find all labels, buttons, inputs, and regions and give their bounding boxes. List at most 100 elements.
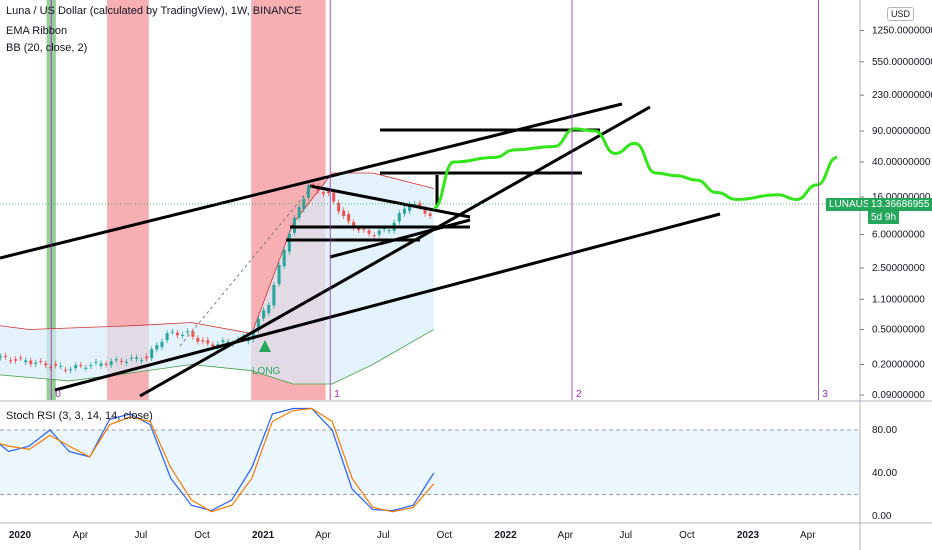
trendline-8	[329, 218, 471, 259]
countdown-tag: 5d 9h	[868, 211, 900, 224]
candle-body	[267, 304, 271, 314]
currency-button[interactable]: USD	[886, 7, 914, 21]
ema-ribbon-label[interactable]: EMA Ribbon	[6, 25, 68, 37]
candle-body	[89, 365, 93, 367]
candle-body	[29, 360, 33, 365]
candle-body	[201, 340, 205, 342]
candle-body	[413, 203, 417, 205]
candle-body	[155, 345, 159, 350]
time-tick-label: Jul	[377, 530, 390, 541]
candle-body	[124, 361, 128, 363]
candle-body	[226, 341, 230, 343]
rsi-tick-label: 40.00	[872, 468, 897, 479]
candle-body	[397, 213, 401, 222]
price-tick-label: 90.00000000	[872, 126, 931, 137]
candle-body	[211, 344, 215, 347]
rsi-series-K	[0, 407, 435, 512]
candle-body	[145, 356, 149, 359]
candle-body	[3, 355, 7, 357]
trendline-1	[54, 212, 721, 392]
candle-body	[428, 213, 432, 217]
time-tick-label: Oct	[194, 530, 210, 541]
candle-body	[408, 204, 412, 212]
rsi-tick-label: 80.00	[872, 425, 897, 436]
cycle-label-3: 3	[822, 389, 828, 400]
candle-body	[367, 230, 371, 234]
bb-label[interactable]: BB (20, close, 2)	[6, 42, 88, 54]
candle-body	[256, 319, 260, 331]
rsi-band-fill	[0, 430, 860, 495]
candle-body	[49, 366, 53, 368]
price-tick-label: 1250.00000000	[872, 25, 932, 36]
candle-body	[140, 360, 144, 362]
projection-line	[433, 127, 838, 210]
candle-body	[59, 365, 63, 367]
candle-body	[19, 357, 23, 359]
candle-body	[306, 185, 310, 198]
candle-body	[44, 363, 48, 366]
stoch-rsi-panel: 80.00 40.00 0.00	[0, 407, 897, 522]
candle-body	[191, 331, 195, 337]
candle-body	[372, 235, 376, 237]
time-tick-label: Jul	[619, 530, 632, 541]
candle-body	[69, 369, 73, 371]
candle-body	[337, 202, 341, 212]
candle-body	[119, 360, 123, 362]
candle-body	[175, 332, 179, 336]
time-tick-label: Apr	[558, 530, 574, 541]
trendline-7	[309, 184, 471, 219]
time-tick-label: 2020	[9, 530, 32, 541]
candle-body	[327, 191, 331, 194]
time-tick-label: Apr	[315, 530, 331, 541]
candle-body	[0, 356, 2, 358]
candle-body	[402, 208, 406, 214]
candle-body	[221, 340, 225, 343]
candles	[0, 180, 432, 374]
candle-body	[357, 228, 361, 231]
candle-body	[347, 214, 351, 222]
candle-body	[114, 359, 118, 361]
bb-lower	[0, 329, 435, 385]
candle-body	[418, 203, 422, 208]
candle-body	[150, 349, 154, 359]
candle-body	[342, 210, 346, 217]
candle-body	[293, 217, 296, 233]
stoch-rsi-label[interactable]: Stoch RSI (3, 3, 14, 14, close)	[6, 410, 153, 422]
price-tick-label: 1.10000000	[872, 294, 925, 305]
candle-body	[272, 285, 276, 306]
price-tick-label: 16.00000000	[872, 192, 931, 203]
cycle-label-0: 0	[55, 389, 61, 400]
cycle-label-2: 2	[576, 389, 582, 400]
long-label: LONG	[252, 366, 281, 377]
symbol-title: Luna / US Dollar (calculated by TradingV…	[6, 5, 302, 17]
candle-body	[134, 357, 138, 359]
candle-body	[129, 357, 133, 359]
candle-body	[24, 360, 28, 363]
price-tick-label: 0.09000000	[872, 390, 925, 401]
candle-body	[297, 207, 301, 218]
candle-body	[277, 264, 281, 284]
candle-body	[74, 365, 78, 369]
price-tick-label: 550.00000000	[872, 57, 932, 68]
candle-body	[64, 369, 68, 371]
candle-body	[362, 228, 366, 230]
candle-body	[39, 360, 43, 362]
candle-body	[423, 209, 427, 214]
price-tick-label: 230.00000000	[872, 90, 932, 101]
time-tick-label: Oct	[437, 530, 453, 541]
symbol-tag: LUNAUSD	[826, 198, 880, 211]
price-tick-label: 0.50000000	[872, 324, 925, 335]
price-tick-label: 0.20000000	[872, 359, 925, 370]
rsi-series-D	[0, 407, 435, 513]
candle-body	[196, 337, 200, 342]
price-tick-label: 6.00000000	[872, 229, 925, 240]
candle-body	[206, 340, 210, 344]
candle-body	[165, 333, 169, 341]
time-tick-label: Oct	[679, 530, 695, 541]
candle-body	[287, 233, 291, 252]
candle-body	[262, 310, 266, 319]
time-tick-label: 2021	[252, 530, 275, 541]
time-tick-label: Apr	[800, 530, 816, 541]
